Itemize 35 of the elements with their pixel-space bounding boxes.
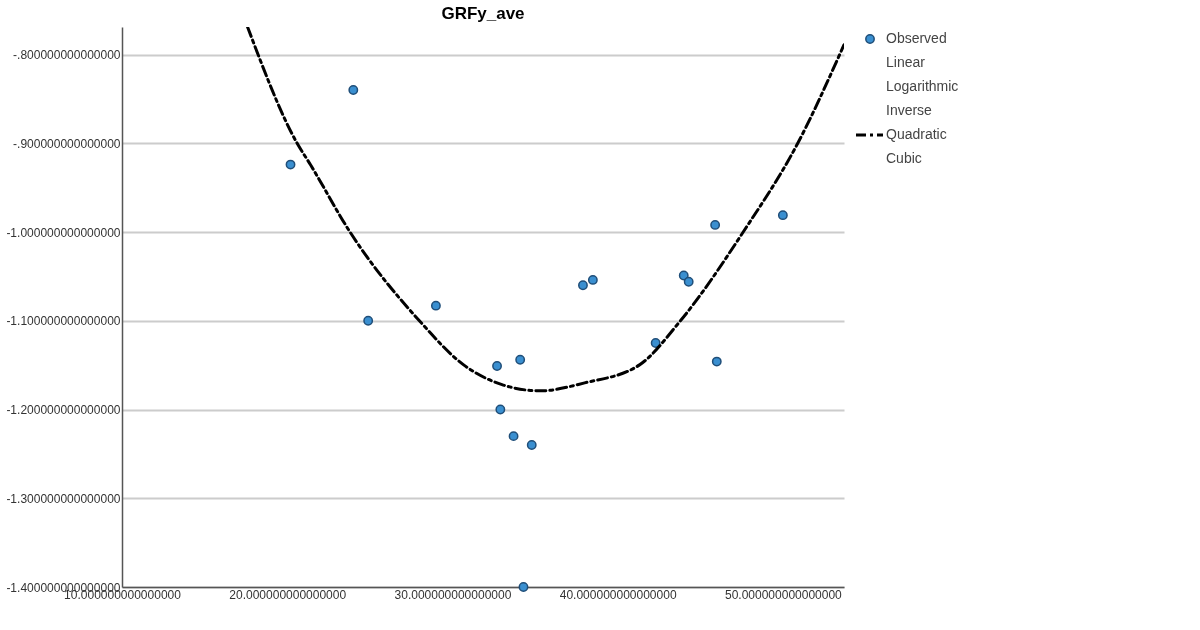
y-tick-label: -1.300000000000000: [6, 491, 121, 506]
point: [285, 159, 296, 170]
x-tick-label: 20.000000000000000: [229, 587, 347, 602]
point: [430, 300, 441, 311]
x-tick-label: 40.000000000000000: [559, 587, 677, 602]
point: [578, 280, 588, 291]
text: Logarithmic: [886, 78, 959, 94]
line-series: [246, 27, 844, 393]
point: [526, 440, 537, 450]
legend-label: Quadratic: [886, 126, 947, 142]
point: [710, 219, 721, 230]
point: [492, 361, 502, 371]
point: [348, 85, 359, 95]
x-tick-label: 30.000000000000000: [394, 587, 512, 602]
point: [508, 431, 519, 442]
point: [515, 354, 526, 365]
point: [711, 356, 722, 367]
y-tick-label: -1.200000000000000: [6, 403, 121, 417]
chart-title: GRFy_ave: [441, 4, 525, 23]
point: [683, 276, 694, 287]
point: [363, 315, 374, 326]
x-tick-label: 50.000000000000000: [724, 587, 843, 602]
text: Inverse: [886, 102, 933, 118]
y-tick-label: -.900000000000000: [13, 136, 121, 151]
legend-label: Observed: [886, 30, 947, 46]
point: [518, 582, 529, 592]
text: Cubic: [886, 150, 922, 166]
point: [495, 404, 506, 415]
point: [777, 210, 788, 221]
y-tick-label: -1.100000000000000: [6, 314, 121, 329]
y-tick-label: -.800000000000000: [13, 48, 121, 63]
point: [650, 338, 661, 348]
text: Linear: [886, 54, 926, 70]
y-tick-label: -1.000000000000000: [6, 225, 121, 240]
point: [587, 275, 598, 285]
